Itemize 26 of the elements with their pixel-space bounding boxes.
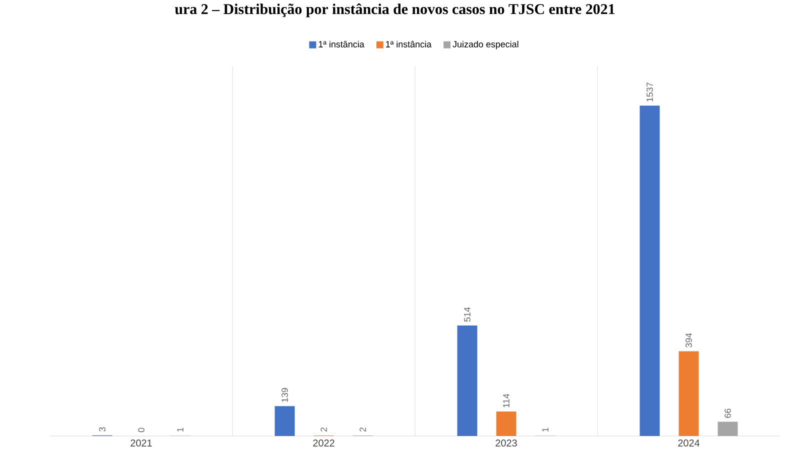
data-label: 114 <box>503 394 510 408</box>
data-label: 2 <box>360 428 366 432</box>
x-tick-label: 2021 <box>130 440 152 447</box>
bar <box>678 351 699 436</box>
data-label: 1 <box>177 428 184 432</box>
legend-label: Juizado especial <box>452 40 518 50</box>
bar <box>457 326 478 436</box>
data-label: 514 <box>464 307 470 322</box>
data-label: 0 <box>138 428 144 432</box>
x-tick-label: 2023 <box>496 440 517 447</box>
data-label: 139 <box>282 388 288 402</box>
bar <box>274 406 295 436</box>
legend-label: 1ª instância <box>318 40 364 48</box>
data-label: 394 <box>686 333 692 348</box>
data-label: 2 <box>320 428 327 432</box>
legend-label: 1ª instância <box>386 40 432 48</box>
data-label: 1537 <box>646 82 653 102</box>
bar <box>640 106 660 436</box>
data-label: 66 <box>724 408 731 418</box>
bar <box>496 411 516 436</box>
data-label: 3 <box>99 427 106 432</box>
bar <box>718 422 738 436</box>
data-label: 1 <box>542 428 548 432</box>
x-tick-label: 2024 <box>678 440 700 447</box>
x-tick-label: 2022 <box>313 440 334 447</box>
chart-title: ura 2 – Distribuição por instância de novos casos no TJSC entre 2021 <box>174 4 615 18</box>
